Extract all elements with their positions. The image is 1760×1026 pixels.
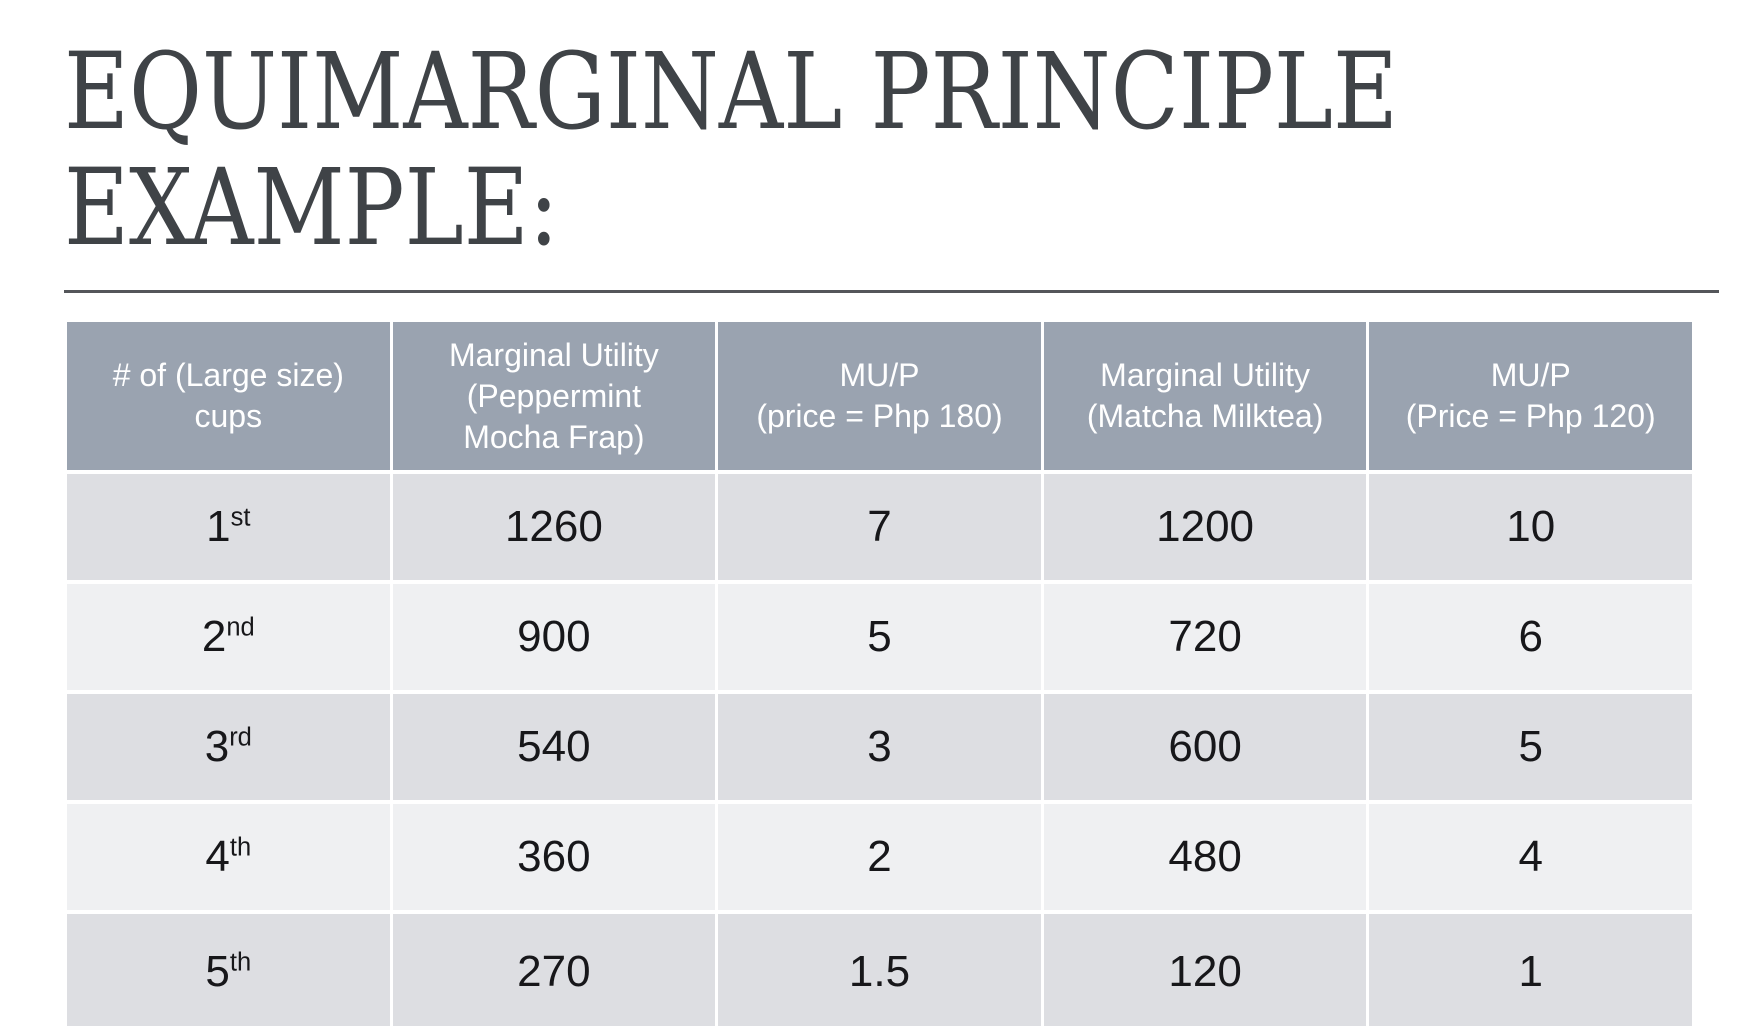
ordinal-value: 4th: [205, 832, 252, 881]
header-line: MU/P: [1490, 357, 1571, 393]
ordinal-value: 2nd: [201, 612, 255, 661]
cell-row1-mup-frap: 7: [718, 474, 1041, 580]
table-header-cups: # of (Large size) cups: [67, 322, 390, 470]
cell-row4-ordinal: 4th: [67, 804, 390, 910]
cell-row3-mup-matcha: 5: [1369, 694, 1692, 800]
cell-row5-ordinal: 5th: [67, 914, 390, 1026]
cell-value: 1200: [1156, 502, 1255, 551]
cell-row2-mup-matcha: 6: [1369, 584, 1692, 690]
slide-title-line-1: EQUIMARGINAL PRINCIPLE: [64, 30, 1399, 153]
cell-value: 540: [517, 722, 591, 771]
ordinal-value: 5th: [205, 947, 252, 996]
cell-value: 7: [867, 502, 892, 551]
cell-row2-mu-frap: 900: [392, 584, 716, 690]
cell-value: 1: [1518, 947, 1543, 996]
cell-value: 5: [1518, 722, 1543, 771]
cell-value: 360: [517, 832, 591, 881]
cell-value: 480: [1168, 832, 1242, 881]
cell-row1-ordinal: 1st: [67, 474, 390, 580]
header-line: Marginal Utility: [448, 336, 659, 373]
cell-value: 2: [867, 832, 892, 881]
header-line: (Peppermint: [466, 377, 642, 414]
cell-value: 3: [867, 722, 892, 771]
cell-row4-mup-frap: 2: [718, 804, 1041, 910]
slide-title-line-2: EXAMPLE:: [64, 146, 559, 269]
cell-row1-mup-matcha: 10: [1369, 474, 1692, 580]
cell-value: 720: [1168, 612, 1242, 661]
cell-value: 900: [517, 612, 591, 661]
cell-row5-mu-frap: 270: [392, 914, 716, 1026]
cell-value: 120: [1168, 947, 1242, 996]
cell-row4-mup-matcha: 4: [1369, 804, 1692, 910]
header-line: (price = Php 180): [756, 398, 1003, 434]
slide-title: EQUIMARGINAL PRINCIPLE EXAMPLE:: [64, 34, 1398, 266]
cell-value: 4: [1518, 832, 1543, 881]
cell-row2-mup-frap: 5: [718, 584, 1041, 690]
cell-value: 1260: [504, 502, 603, 551]
cell-row2-ordinal: 2nd: [67, 584, 390, 690]
table-header-mup-frap: MU/P (price = Php 180): [718, 322, 1041, 470]
header-line: (Price = Php 120): [1405, 398, 1656, 434]
header-line: (Matcha Milktea): [1086, 398, 1324, 434]
cell-row1-mu-frap: 1260: [392, 474, 716, 580]
cell-value: 6: [1518, 612, 1543, 661]
header-line: Marginal Utility: [1100, 357, 1310, 393]
header-line: # of (Large size): [112, 357, 344, 393]
cell-row1-mu-matcha: 1200: [1043, 474, 1367, 580]
cell-row3-mu-matcha: 600: [1043, 694, 1367, 800]
table-header-mup-matcha: MU/P (Price = Php 120): [1369, 322, 1692, 470]
ordinal-value: 3rd: [204, 722, 252, 771]
cell-value: 5: [867, 612, 892, 661]
header-line: Mocha Frap): [463, 418, 645, 455]
cell-row4-mu-matcha: 480: [1043, 804, 1367, 910]
cell-row4-mu-frap: 360: [392, 804, 716, 910]
cell-row3-mu-frap: 540: [392, 694, 716, 800]
header-line: MU/P: [839, 357, 920, 393]
cell-row2-mu-matcha: 720: [1043, 584, 1367, 690]
title-divider-line: [64, 290, 1719, 293]
cell-row3-mup-frap: 3: [718, 694, 1041, 800]
ordinal-value: 1st: [206, 502, 251, 551]
cell-row5-mup-frap: 1.5: [718, 914, 1041, 1026]
cell-value: 1.5: [848, 947, 911, 996]
cell-row5-mu-matcha: 120: [1043, 914, 1367, 1026]
cell-row3-ordinal: 3rd: [67, 694, 390, 800]
cell-value: 10: [1506, 502, 1556, 551]
table-header-mu-frap: Marginal Utility (Peppermint Mocha Frap): [392, 322, 716, 470]
table-header-mu-matcha: Marginal Utility (Matcha Milktea): [1043, 322, 1367, 470]
cell-row5-mup-matcha: 1: [1369, 914, 1692, 1026]
utility-table: # of (Large size) cups Marginal Utility …: [67, 322, 1692, 1026]
cell-value: 600: [1168, 722, 1242, 771]
cell-value: 270: [517, 947, 591, 996]
header-line: cups: [194, 398, 263, 434]
